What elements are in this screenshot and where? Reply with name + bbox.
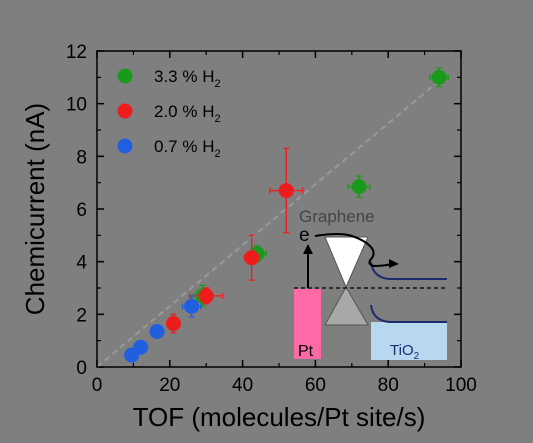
graphene-upper-cone	[324, 236, 369, 289]
tio2-label-main: TiO	[390, 342, 414, 359]
pt-label: Pt	[298, 343, 314, 360]
tio2-block	[371, 322, 447, 360]
data-marker	[431, 69, 447, 85]
y-tick-label: 4	[76, 253, 87, 274]
data-point	[165, 313, 181, 334]
y-tick-label: 6	[76, 200, 87, 221]
electron-path-head	[389, 259, 399, 268]
graphene-lower-cone	[324, 285, 369, 326]
legend-label-3-3: 3.3 % H2	[154, 67, 221, 90]
trend-line-layer	[96, 73, 448, 368]
legend: 3.3 % H2 2.0 % H2 0.7 % H2	[117, 67, 221, 160]
trend-line	[96, 73, 448, 368]
legend-label-3-3-sub: 2	[214, 78, 220, 90]
legend-label-2-0: 2.0 % H2	[154, 102, 221, 125]
excitation-arrow-head	[303, 244, 313, 254]
tio2-conduction-band	[370, 261, 447, 280]
data-point	[149, 323, 165, 339]
x-tick-label: 0	[92, 375, 103, 396]
data-marker	[165, 316, 181, 332]
graphene-label: Graphene	[299, 207, 375, 226]
data-point	[181, 295, 202, 318]
data-point	[347, 175, 371, 198]
y-tick-label: 12	[66, 42, 87, 63]
pt-block	[294, 289, 321, 359]
y-axis-title: Chemicurrent (nA)	[20, 103, 50, 315]
axis-ticks: 0 20 40 60 80 100 0 2 4 6 8 10 12	[66, 42, 477, 396]
y-tick-label: 8	[76, 147, 87, 168]
data-point	[269, 147, 304, 234]
data-point	[243, 234, 260, 281]
inset-band-diagram: Pt TiO2 e Graphene	[294, 207, 447, 362]
legend-marker-3-3	[117, 68, 133, 84]
data-marker	[133, 339, 149, 355]
tio2-valence-band	[370, 304, 447, 323]
data-marker	[184, 298, 200, 314]
y-tick-label: 10	[66, 95, 87, 116]
plot-frame	[96, 50, 462, 368]
data-points	[124, 67, 449, 363]
legend-label-2-0-sub: 2	[214, 113, 220, 125]
electron-label: e	[299, 225, 310, 246]
tio2-label-sub: 2	[414, 351, 420, 362]
legend-label-0-7: 0.7 % H2	[154, 137, 221, 160]
data-point	[429, 67, 449, 88]
data-point	[189, 287, 224, 305]
data-marker	[244, 250, 260, 266]
legend-label-3-3-main: 3.3 % H	[154, 67, 214, 86]
x-tick-label: 20	[159, 375, 180, 396]
x-tick-label: 60	[305, 375, 326, 396]
legend-marker-2-0	[117, 103, 133, 119]
x-tick-label: 40	[232, 375, 253, 396]
electron-path	[314, 233, 393, 268]
x-axis-title: TOF (molecules/Pt site/s)	[133, 402, 426, 432]
y-tick-label: 2	[76, 305, 87, 326]
x-tick-label: 100	[445, 375, 477, 396]
data-point	[133, 339, 149, 355]
legend-label-2-0-main: 2.0 % H	[154, 102, 214, 121]
data-marker	[149, 323, 165, 339]
legend-label-0-7-main: 0.7 % H	[154, 137, 214, 156]
data-marker	[198, 288, 214, 304]
data-marker	[278, 183, 294, 199]
y-tick-label: 0	[76, 358, 87, 379]
legend-marker-0-7	[117, 138, 133, 154]
tio2-label: TiO2	[390, 342, 420, 362]
x-tick-label: 80	[378, 375, 399, 396]
data-marker	[351, 179, 367, 195]
legend-label-0-7-sub: 2	[214, 148, 220, 160]
